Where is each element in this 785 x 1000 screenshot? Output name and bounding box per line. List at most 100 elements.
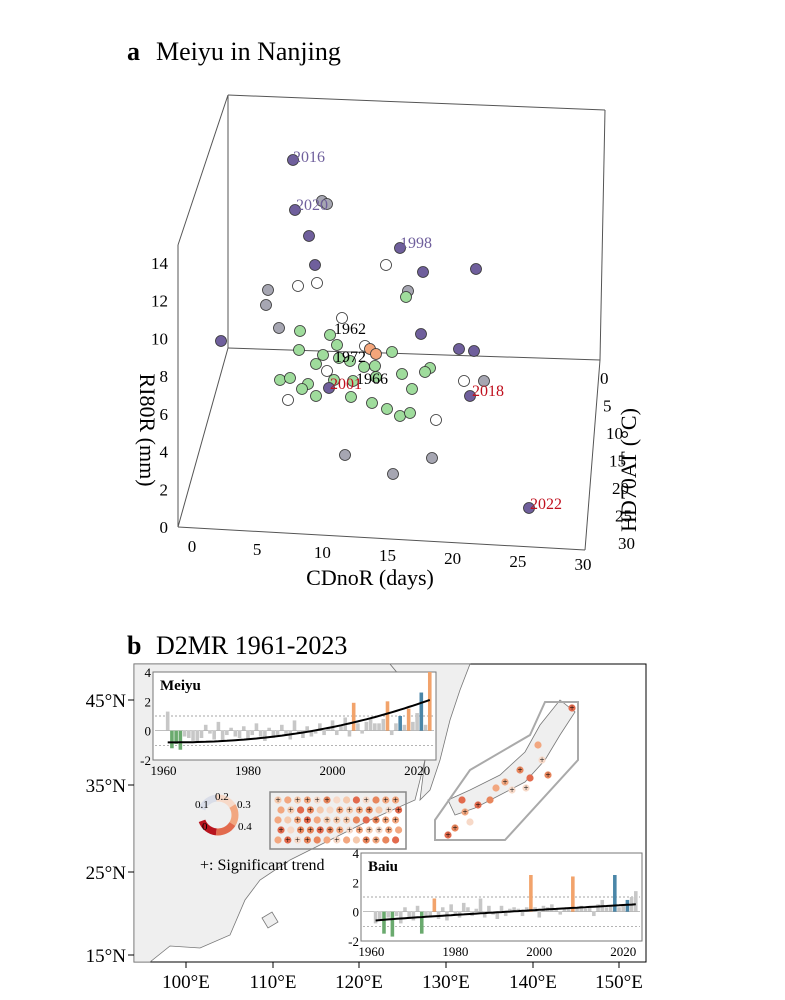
significance-mark: +: [396, 805, 401, 815]
bar: [424, 911, 428, 917]
trend-line: [375, 903, 636, 922]
significance-mark: +: [364, 795, 369, 805]
bar: [402, 724, 407, 731]
significance-mark: +: [315, 795, 320, 805]
scatter-point: [396, 368, 408, 380]
meiyu-station-dots: + + + + + + + ++ + + + + + + ++ + + + + + + ++ + + + + + + + + + ++ + + + +…: [274, 795, 403, 845]
baiu-station: [451, 824, 459, 832]
meiyu-station: [336, 826, 344, 834]
color-legend: 0 0.1 0.2 0.3 0.4: [195, 791, 252, 836]
scatter-point: [262, 284, 274, 296]
significance-mark: +: [364, 835, 369, 845]
bar: [537, 911, 542, 918]
bar: [423, 724, 428, 731]
bar: [398, 716, 402, 731]
bar: [587, 907, 592, 912]
scatter-point: [415, 328, 427, 340]
bar: [529, 875, 533, 912]
significance-mark: +: [305, 795, 310, 805]
panel-a: a Meiyu in Nanjing 0 2 4 6 8 10 12 14 0 5 10 15 20 25…: [127, 37, 641, 590]
significance-note: +: Significant trend: [200, 857, 325, 874]
bar: [254, 723, 259, 731]
meiyu-station: [313, 836, 321, 844]
meiyu-station: [372, 836, 380, 844]
x-tick-label: 5: [253, 540, 262, 559]
significance-mark: +: [337, 825, 342, 835]
y-tick-label: 12: [151, 292, 168, 311]
scatter-point: [317, 349, 329, 361]
scatter-point: [344, 355, 356, 367]
x-tick-label: 0: [188, 537, 197, 556]
scatter-point: [293, 344, 305, 356]
bar: [170, 730, 174, 749]
baiu-station: [538, 756, 546, 764]
significance-mark: +: [308, 805, 313, 815]
bar: [382, 911, 386, 934]
bar: [351, 702, 356, 731]
meiyu-station: [323, 796, 331, 804]
bar: [377, 723, 381, 731]
meiyu-station: [385, 826, 393, 834]
legend-segment: [198, 819, 217, 836]
meiyu-station: [303, 816, 311, 824]
meiyu-station: [392, 816, 400, 824]
baiu-station: [458, 796, 466, 804]
trend-line: [167, 698, 431, 744]
bar: [461, 902, 466, 912]
panel-a-title: Meiyu in Nanjing: [156, 37, 341, 66]
bar: [313, 730, 318, 734]
bar: [604, 907, 609, 912]
bar: [334, 730, 339, 736]
lon-tick-label: 110°E: [250, 972, 297, 993]
significance-mark: +: [347, 805, 352, 815]
scatter-point: [478, 375, 490, 387]
meiyu-station: [343, 796, 351, 804]
inset-x-tick-label: 1960: [358, 944, 384, 959]
significance-mark: +: [373, 815, 378, 825]
scatter-point: [400, 291, 412, 303]
meiyu-station: [372, 796, 380, 804]
bar: [394, 911, 399, 917]
baiu-station: [516, 766, 524, 774]
bar: [275, 730, 280, 736]
inset-x-tick-label: 1980: [235, 763, 261, 778]
significance-mark: +: [278, 825, 283, 835]
scatter-point: [310, 358, 322, 370]
scatter-point: [370, 348, 382, 360]
bar: [394, 723, 398, 731]
scatter-point: [394, 242, 406, 254]
legend-segment: [229, 804, 239, 826]
meiyu-station: [333, 796, 341, 804]
significance-mark: +: [545, 770, 550, 780]
x-axis-title: CDnoR (days): [306, 565, 434, 590]
meiyu-station: [336, 806, 344, 814]
bar: [225, 730, 229, 736]
meiyu-station: [297, 806, 305, 814]
bar: [596, 904, 600, 912]
bar: [440, 907, 445, 912]
scatter-point: [289, 204, 301, 216]
baiu-station: [522, 784, 530, 792]
bar: [592, 911, 596, 917]
meiyu-station: [294, 836, 302, 844]
meiyu-station: [306, 806, 314, 814]
bar: [229, 727, 233, 731]
scatter-point: [523, 502, 535, 514]
bar: [478, 898, 483, 912]
bar: [432, 898, 437, 912]
bar: [364, 721, 369, 731]
bar: [503, 911, 508, 917]
legend-segment: [198, 794, 217, 811]
significance-mark: +: [295, 795, 300, 805]
meiyu-station: [382, 816, 390, 824]
lat-tick-label: 15°N: [86, 946, 127, 967]
bar: [389, 730, 394, 736]
baiu-station: [444, 831, 452, 839]
inset-x-tick-label: 1960: [150, 763, 176, 778]
y-tick-label: 10: [151, 329, 168, 348]
bar: [508, 908, 512, 912]
point-label: 1998: [400, 235, 432, 252]
bar: [482, 911, 487, 918]
scatter-point: [333, 352, 345, 364]
scatter-point: [303, 230, 315, 242]
